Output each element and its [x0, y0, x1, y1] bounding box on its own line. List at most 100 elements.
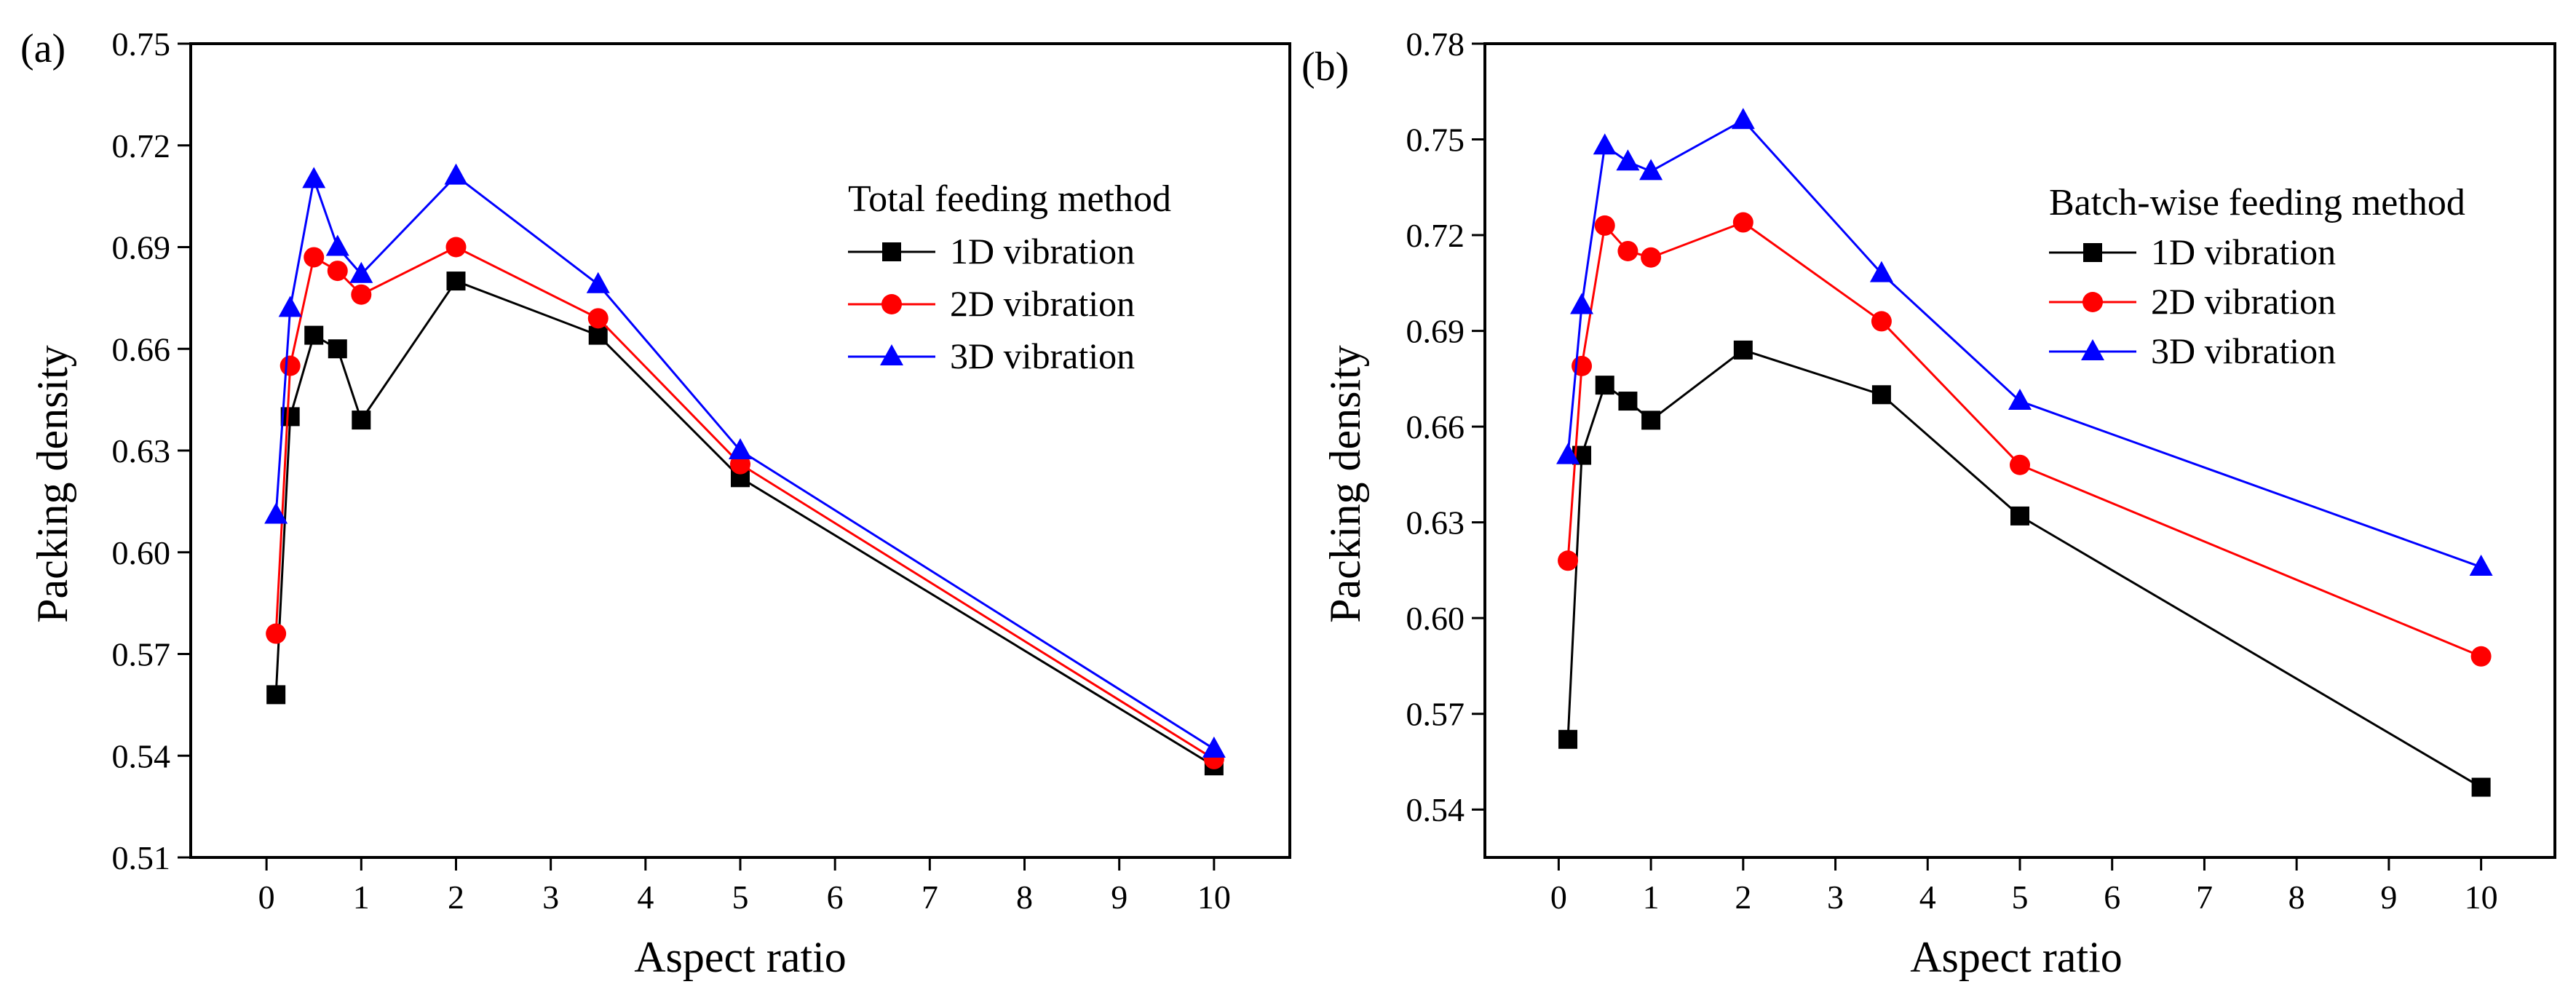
panel-b-chart: (b) Packing density Aspect ratio 0 1 2 3 4 5 6… [1301, 25, 2556, 981]
panel-a-legend-label-3d-vibration: 3D vibration [950, 336, 1135, 376]
panel-b-xtick-label: 2 [1735, 879, 1751, 916]
panel-b-legend-label-1d-vibration: 1D vibration [2151, 231, 2336, 272]
panel-a-point-2d-vibration [266, 623, 287, 644]
panel-a-ytick-label: 0.60 [112, 534, 171, 571]
panel-a-legend-title: Total feeding method [848, 178, 1171, 220]
panel-b-point-1d-vibration [2471, 777, 2491, 797]
panel-b-ticks: 0 1 2 3 4 5 6 7 8 9 10 0.54 0.57 0.60 0.63 0.66 0.69 0.72… [1406, 25, 2498, 916]
panel-a-point-2d-vibration [304, 247, 325, 268]
panel-b-xtick-label: 8 [2288, 879, 2305, 916]
panel-b-point-3d-vibration [1556, 443, 1580, 464]
panel-a-ticks: 0 1 2 3 4 5 6 7 8 9 10 0.51 0.54 0.57 0.60 0.63 0.66 0.69… [112, 25, 1231, 916]
panel-a-point-1d-vibration [588, 325, 608, 345]
panel-a-xtick-label: 5 [732, 879, 749, 916]
panel-a-ytick-label: 0.54 [112, 737, 171, 774]
panel-a-point-2d-vibration [327, 261, 348, 282]
panel-b-xtick-label: 5 [2012, 879, 2029, 916]
panel-a-point-1d-vibration [328, 339, 347, 359]
panel-b-legend-marker-1d-vibration [2083, 243, 2102, 262]
panel-b-ytick-label: 0.72 [1406, 217, 1465, 254]
panel-b-point-1d-vibration [1641, 411, 1661, 430]
panel-b-point-3d-vibration [1593, 133, 1617, 155]
panel-a-point-2d-vibration [351, 284, 372, 305]
panel-a-xtick-label: 6 [827, 879, 844, 916]
panel-a-point-1d-vibration [266, 685, 286, 705]
panel-a-chart: (a) Packing density Aspect ratio 0 1 2 3 4 5 6… [20, 25, 1291, 981]
panel-b-point-3d-vibration [1639, 159, 1663, 181]
panel-a-point-3d-vibration [264, 502, 288, 524]
panel-b-point-1d-vibration [1733, 340, 1753, 360]
panel-a-point-1d-vibration [446, 271, 466, 291]
panel-b-ytick-label: 0.69 [1406, 313, 1465, 350]
panel-a-xtick-label: 0 [258, 879, 275, 916]
panel-b-point-2d-vibration [1641, 247, 1662, 268]
panel-a-xtick-label: 10 [1197, 879, 1231, 916]
panel-b-point-1d-vibration [2010, 506, 2029, 526]
panel-b-ytick-label: 0.75 [1406, 122, 1465, 159]
panel-b-label: (b) [1301, 44, 1349, 90]
panel-b-ylabel: Packing density [1321, 345, 1369, 623]
panel-a-point-1d-vibration [352, 411, 371, 430]
panel-a-point-2d-vibration [280, 355, 301, 376]
panel-b-xtick-label: 0 [1550, 879, 1567, 916]
panel-a-ytick-label: 0.57 [112, 636, 171, 673]
panel-b-point-2d-vibration [2470, 646, 2492, 667]
panel-a-series [264, 163, 1226, 776]
panel-b-ytick-label: 0.54 [1406, 791, 1465, 828]
panel-b-series-line-1d-vibration [1566, 349, 2482, 788]
panel-b-point-2d-vibration [1871, 311, 1892, 332]
panel-b-point-3d-vibration [2008, 389, 2032, 411]
panel-a-legend-marker-2d-vibration [881, 294, 902, 314]
panel-b-ytick-label: 0.60 [1406, 600, 1465, 637]
panel-b-xlabel: Aspect ratio [1910, 933, 2123, 981]
panel-b-xtick-label: 3 [1827, 879, 1844, 916]
panel-a-ytick-label: 0.66 [112, 330, 171, 368]
panel-a-point-3d-vibration [278, 296, 302, 317]
panel-a-xtick-label: 2 [448, 879, 464, 916]
panel-b-xtick-label: 10 [2465, 879, 2498, 916]
panel-b-legend-label-2d-vibration: 2D vibration [2151, 281, 2336, 322]
panel-b-point-3d-vibration [1731, 108, 1755, 130]
panel-b-ytick-label: 0.63 [1406, 504, 1465, 542]
panel-a-point-2d-vibration [587, 308, 609, 329]
panel-b-legend-marker-2d-vibration [2082, 292, 2103, 312]
panel-b-point-1d-vibration [1871, 385, 1891, 405]
panel-a-point-3d-vibration [349, 261, 373, 283]
panel-b-xtick-label: 9 [2380, 879, 2397, 916]
panel-a-xtick-label: 7 [922, 879, 938, 916]
panel-a-ytick-label: 0.63 [112, 432, 171, 469]
panel-b-legend-title: Batch-wise feeding method [2049, 182, 2465, 223]
panel-b-point-2d-vibration [2010, 454, 2030, 475]
panel-a-point-1d-vibration [304, 325, 324, 345]
panel-b-ytick-label: 0.78 [1406, 25, 1465, 63]
panel-a-xtick-label: 1 [353, 879, 370, 916]
panel-a-ytick-label: 0.69 [112, 229, 171, 266]
panel-a-legend-marker-1d-vibration [882, 242, 901, 261]
panel-a-point-3d-vibration [325, 234, 349, 256]
panel-b-point-1d-vibration [1618, 392, 1638, 411]
panel-b-point-1d-vibration [1595, 376, 1614, 395]
panel-b-legend-label-3d-vibration: 3D vibration [2151, 330, 2336, 371]
panel-a-point-3d-vibration [302, 167, 326, 189]
panel-b-point-1d-vibration [1558, 729, 1578, 749]
panel-a-xtick-label: 8 [1016, 879, 1033, 916]
panel-b-point-2d-vibration [1732, 212, 1753, 233]
panel-a-ytick-label: 0.72 [112, 127, 171, 164]
panel-b-xtick-label: 6 [2104, 879, 2120, 916]
panel-b-point-2d-vibration [1594, 215, 1615, 236]
panel-b-ytick-label: 0.57 [1406, 696, 1465, 733]
panel-a-ytick-label: 0.75 [112, 25, 171, 63]
panel-a-legend: Total feeding method 1D vibration 2D vibr… [848, 178, 1171, 376]
panel-b-xtick-label: 7 [2196, 879, 2213, 916]
panel-a-legend-label-2d-vibration: 2D vibration [950, 283, 1135, 324]
panel-b-point-2d-vibration [1558, 550, 1579, 571]
panel-a-legend-marker-3d-vibration [880, 344, 903, 365]
panel-a-legend-label-1d-vibration: 1D vibration [950, 231, 1135, 271]
panel-a-xtick-label: 3 [542, 879, 559, 916]
panel-b-legend: Batch-wise feeding method 1D vibration 2D… [2049, 182, 2465, 371]
panel-b-point-3d-vibration [1869, 261, 1893, 282]
panel-a-xtick-label: 4 [637, 879, 654, 916]
panel-b-ytick-label: 0.66 [1406, 408, 1465, 445]
panel-b-series [1556, 108, 2493, 797]
panel-a-point-3d-vibration [729, 438, 752, 459]
